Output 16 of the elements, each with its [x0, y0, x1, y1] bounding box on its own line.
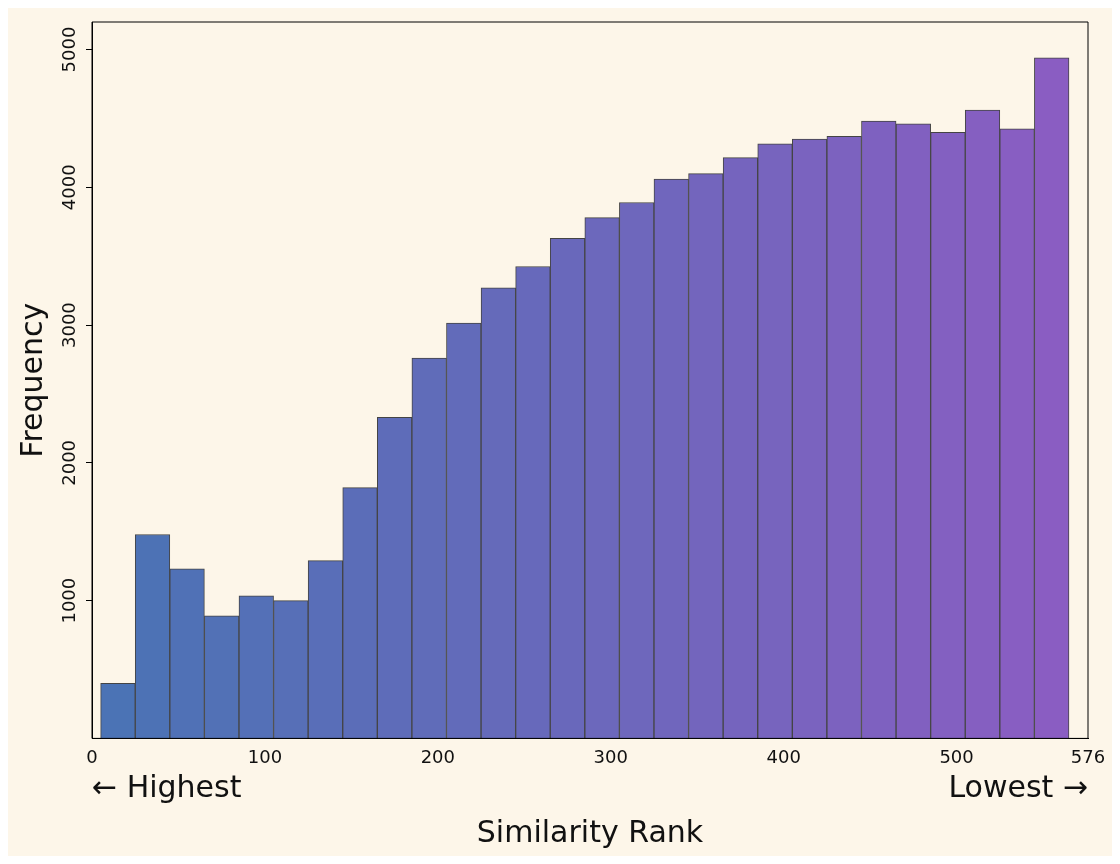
x-tick-label: 576 [1070, 745, 1106, 767]
x-tick-label: 300 [593, 745, 628, 767]
y-tick-label: 3000 [57, 302, 79, 348]
y-tick-label: 1000 [57, 577, 79, 624]
x-tick-label: 200 [420, 745, 456, 767]
text: ← Highest [92, 769, 242, 805]
x-tick-label: 100 [247, 745, 283, 767]
x-axis-title: Similarity Rank [476, 813, 704, 849]
y-tick-label: 2000 [57, 439, 79, 486]
y-tick-label: 4000 [57, 164, 79, 211]
y-tick-label: 5000 [57, 26, 79, 73]
text: Lowest → [948, 769, 1088, 805]
x-tick-label: 400 [766, 745, 801, 767]
x-tick-label: 0 [86, 745, 98, 767]
x-tick-label: 500 [939, 745, 974, 767]
y-axis-title: Frequency [13, 302, 49, 458]
